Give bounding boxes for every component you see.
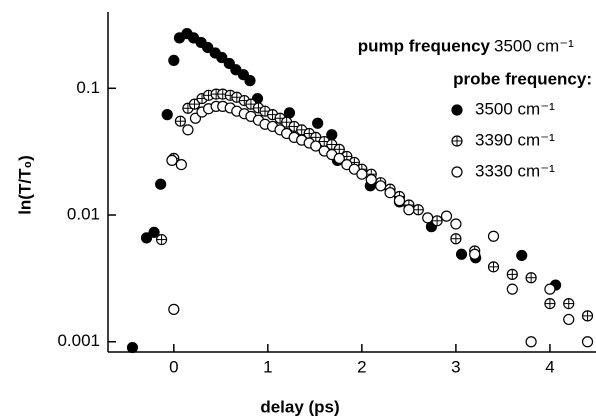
marker — [422, 212, 434, 224]
legend-marker — [451, 166, 463, 178]
marker — [525, 336, 537, 348]
marker — [375, 180, 387, 192]
marker — [544, 283, 556, 295]
x-tick-label: 4 — [545, 357, 554, 376]
legend-marker — [451, 104, 463, 116]
marker — [506, 268, 518, 280]
marker — [182, 124, 194, 136]
marker — [333, 143, 345, 155]
x-tick-label: 1 — [263, 357, 272, 376]
pump-value: 3500 cm⁻¹ — [494, 36, 574, 55]
marker — [333, 152, 345, 164]
marker — [356, 168, 368, 180]
marker — [581, 336, 594, 348]
marker — [487, 230, 500, 242]
marker — [487, 261, 500, 273]
marker — [440, 210, 453, 222]
marker — [393, 194, 406, 207]
marker — [244, 75, 256, 87]
x-tick-label: 2 — [357, 357, 366, 376]
marker — [384, 187, 396, 199]
marker — [455, 248, 468, 260]
marker — [412, 204, 424, 216]
marker — [563, 313, 575, 326]
y-tick-label: 0.1 — [76, 78, 100, 97]
marker — [174, 115, 187, 127]
marker — [506, 283, 518, 295]
x-tick-label: 0 — [169, 357, 178, 376]
legend-label: 3390 cm⁻¹ — [475, 130, 555, 149]
marker — [126, 341, 139, 354]
marker — [168, 54, 180, 67]
marker — [403, 204, 415, 216]
y-tick-label: 0.01 — [67, 205, 100, 224]
legend-label: 3500 cm⁻¹ — [475, 99, 555, 118]
marker — [525, 272, 537, 284]
marker — [168, 303, 180, 315]
marker — [216, 51, 228, 64]
marker — [283, 107, 296, 119]
marker — [450, 218, 462, 230]
marker — [166, 154, 178, 166]
marker — [161, 109, 173, 121]
probe-label: probe frequency: — [453, 69, 592, 88]
pump-label: pump frequency — [358, 36, 491, 55]
marker — [469, 248, 481, 260]
legend-marker — [451, 135, 463, 147]
x-tick-label: 3 — [451, 357, 460, 376]
marker — [155, 233, 168, 246]
marker — [155, 178, 167, 190]
marker — [148, 226, 160, 238]
marker — [516, 249, 528, 262]
marker — [450, 233, 462, 245]
marker — [581, 310, 594, 322]
y-axis-label: ln(T/T₀) — [15, 155, 34, 215]
marker — [202, 41, 214, 54]
marker — [310, 140, 322, 152]
y-tick-label: 0.001 — [57, 331, 100, 350]
marker — [140, 232, 153, 244]
legend-label: 3330 cm⁻¹ — [475, 161, 555, 180]
marker — [188, 98, 201, 110]
x-axis-label: delay (ps) — [260, 397, 339, 416]
marker — [348, 163, 360, 175]
marker — [431, 215, 443, 227]
marker — [312, 117, 324, 129]
marker — [544, 297, 556, 310]
marker — [365, 174, 377, 186]
marker — [175, 158, 187, 171]
marker — [563, 297, 575, 310]
